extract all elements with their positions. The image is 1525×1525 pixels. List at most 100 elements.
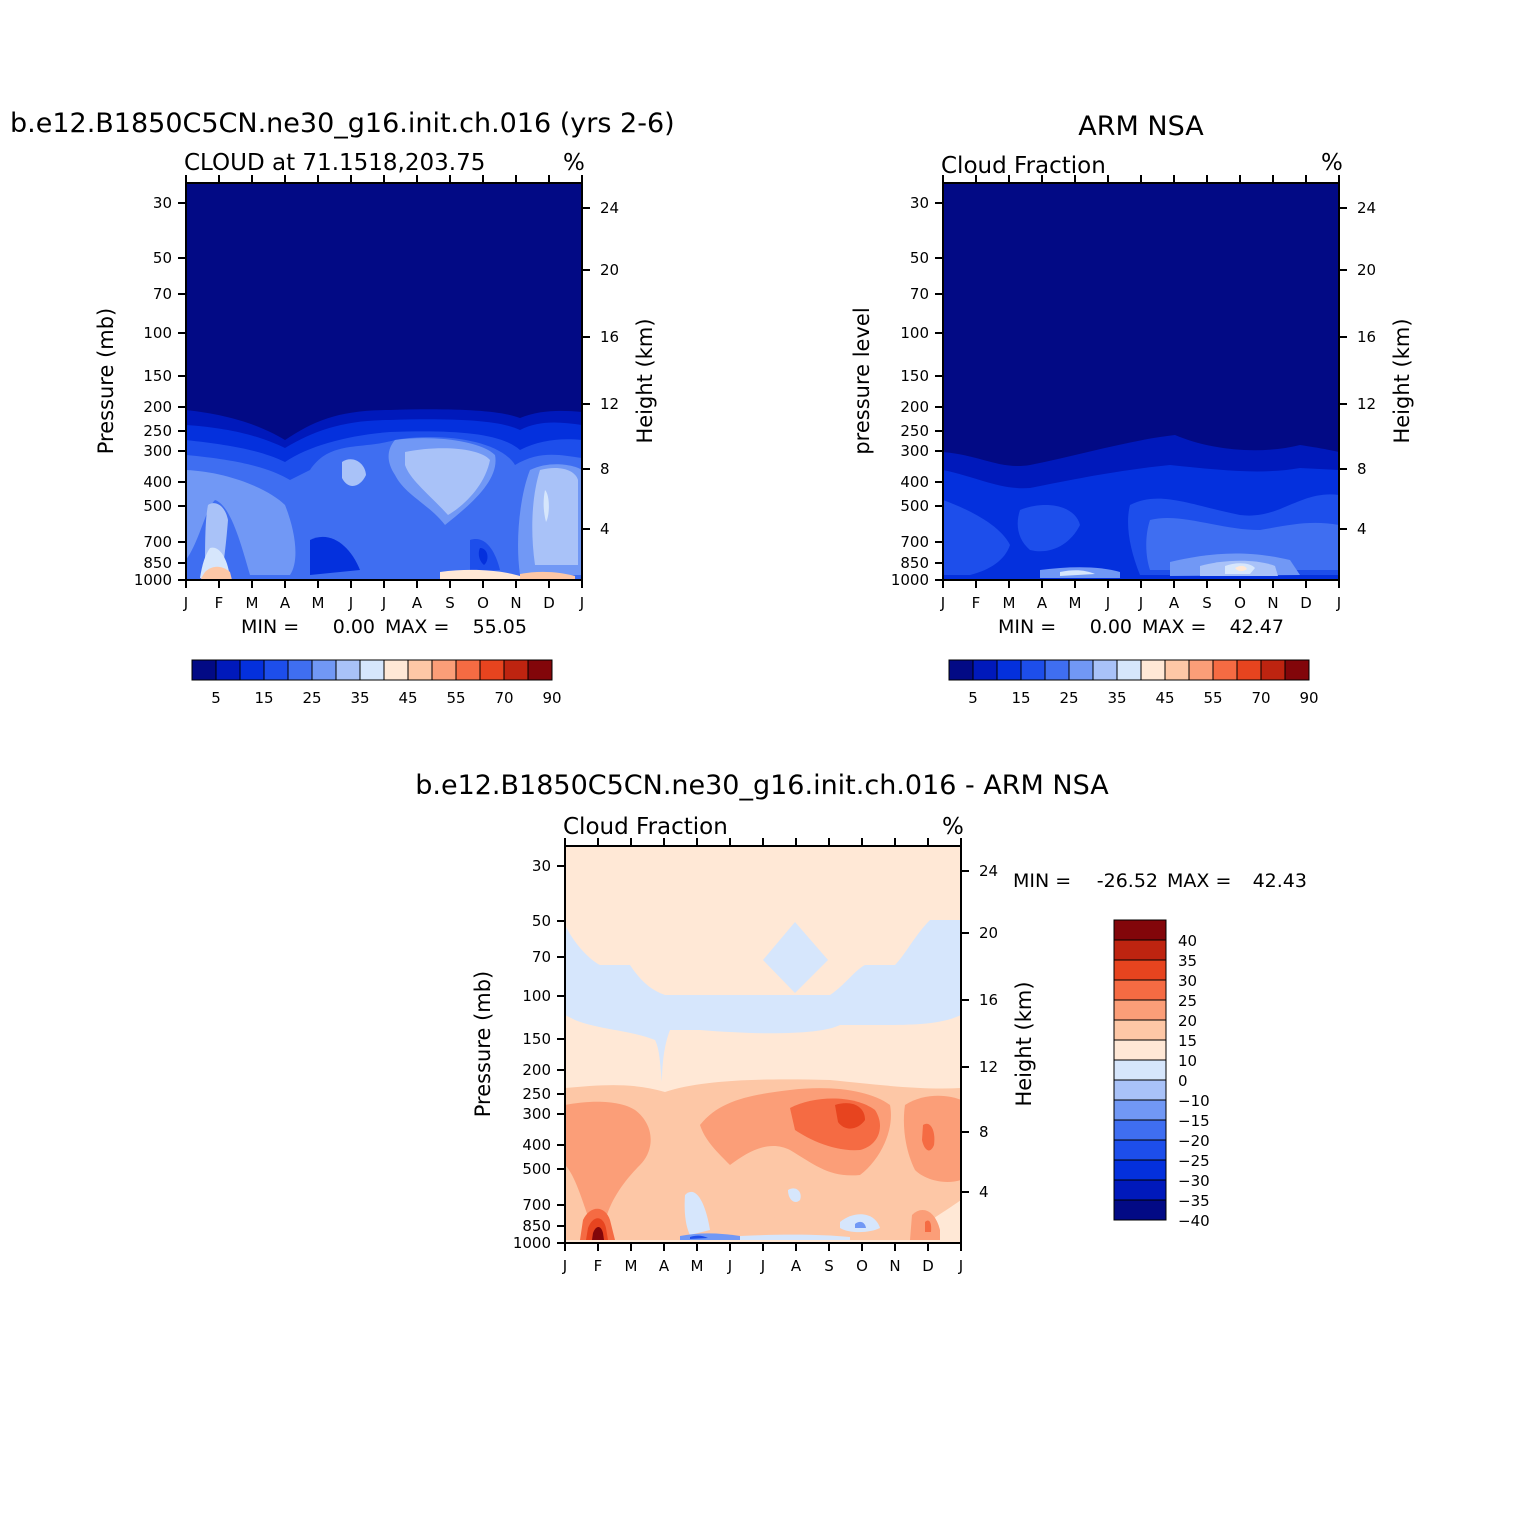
y-tick-label-pressure: 30 xyxy=(153,194,172,212)
y-tick-label-height: 16 xyxy=(600,328,619,346)
colorbar-label: 10 xyxy=(1178,1052,1197,1070)
x-tick-label: J xyxy=(183,594,188,612)
x-tick-label: M xyxy=(1003,594,1016,612)
panel1-title: b.e12.B1850C5CN.ne30_g16.init.ch.016 (yr… xyxy=(10,108,675,139)
y-tick-label-pressure: 850 xyxy=(143,554,172,572)
panel1-subtitle: CLOUD at 71.1518,203.75 xyxy=(184,150,485,176)
y-tick-label-height: 24 xyxy=(979,862,998,880)
colorbar-label: 15 xyxy=(254,689,273,707)
panel1-ylabel: Pressure (mb) xyxy=(94,308,118,455)
colorbar-swatch xyxy=(1113,1059,1167,1081)
panel2-ylabel: pressure level xyxy=(850,307,874,454)
colorbar-label: 35 xyxy=(1178,952,1197,970)
x-tick-label: J xyxy=(348,594,353,612)
y-tick-label-height: 20 xyxy=(979,924,998,942)
panel1-level-30-east xyxy=(532,468,578,565)
panel3-level-25-center xyxy=(835,1103,865,1129)
colorbar-swatch xyxy=(1113,979,1167,1001)
colorbar-label: −25 xyxy=(1178,1152,1210,1170)
panel3-min-value: -26.52 xyxy=(1097,870,1158,892)
panel3-level-neg20-low xyxy=(855,1221,866,1228)
y-tick-label-pressure: 200 xyxy=(900,398,929,416)
panel2-colorbar: 5 15 25 35 45 55 70 90 xyxy=(948,659,1319,707)
colorbar-label: 20 xyxy=(1178,1012,1197,1030)
y-tick-label-pressure: 200 xyxy=(143,398,172,416)
y-tick-label-pressure: 70 xyxy=(153,285,172,303)
colorbar-swatch xyxy=(455,659,481,681)
x-tick-label: A xyxy=(280,594,291,612)
x-tick-label: J xyxy=(1105,594,1110,612)
colorbar-label: 70 xyxy=(494,689,513,707)
y-tick-label-pressure: 30 xyxy=(910,194,929,212)
panel1-ylabel-right: Height (km) xyxy=(633,318,657,443)
x-tick-label: A xyxy=(1169,594,1180,612)
colorbar-swatch xyxy=(1113,1039,1167,1061)
x-tick-label: N xyxy=(1267,594,1278,612)
colorbar-swatch xyxy=(996,659,1022,681)
y-tick-label-height: 4 xyxy=(1357,520,1367,538)
colorbar-label: 40 xyxy=(1178,932,1197,950)
colorbar-label: 55 xyxy=(1203,689,1222,707)
panel1-level-40 xyxy=(440,569,520,580)
y-tick-label-height: 12 xyxy=(600,395,619,413)
colorbar-swatch xyxy=(1113,1139,1167,1161)
colorbar-swatch xyxy=(1044,659,1070,681)
x-tick-label: O xyxy=(1234,594,1246,612)
colorbar-swatch xyxy=(1113,1159,1167,1181)
colorbar-swatch xyxy=(1113,1099,1167,1121)
panel1-level-45-east xyxy=(520,571,575,580)
y-tick-label-pressure: 100 xyxy=(522,987,551,1005)
colorbar-swatch xyxy=(1140,659,1166,681)
panel3-units: % xyxy=(942,814,964,840)
panel3-ylabel: Pressure (mb) xyxy=(471,971,495,1118)
x-tick-label: J xyxy=(1336,594,1341,612)
y-tick-label-height: 24 xyxy=(600,199,619,217)
x-tick-label: A xyxy=(1037,594,1048,612)
panel2-level-40 xyxy=(1235,565,1247,572)
x-tick-label: D xyxy=(922,1257,934,1275)
panel3-level-neg10-bottom xyxy=(740,1234,850,1240)
x-tick-label: A xyxy=(659,1257,670,1275)
colorbar-swatch xyxy=(191,659,217,681)
x-tick-label: J xyxy=(1138,594,1143,612)
colorbar-swatch xyxy=(972,659,998,681)
panel3-level-neg10-diamond xyxy=(763,922,828,993)
y-tick-label-pressure: 500 xyxy=(900,497,929,515)
x-tick-label: J xyxy=(579,594,584,612)
panel3-colorbar: 40 35 30 25 20 15 10 0 −10 −15 −20 −25 −30 −35 −40 xyxy=(1113,919,1210,1230)
colorbar-label: 90 xyxy=(1299,689,1318,707)
colorbar-label: 55 xyxy=(446,689,465,707)
colorbar-label: −15 xyxy=(1178,1112,1210,1130)
x-tick-label: O xyxy=(856,1257,868,1275)
y-tick-label-pressure: 70 xyxy=(910,285,929,303)
panel1-level-45-west xyxy=(200,566,232,580)
colorbar-swatch xyxy=(1020,659,1046,681)
x-tick-label: N xyxy=(889,1257,900,1275)
colorbar-swatch xyxy=(359,659,385,681)
colorbar-label: 5 xyxy=(211,689,221,707)
x-tick-label: M xyxy=(691,1257,704,1275)
y-tick-label-height: 8 xyxy=(600,460,610,478)
colorbar-swatch xyxy=(948,659,974,681)
y-tick-label-pressure: 400 xyxy=(900,473,929,491)
y-tick-label-height: 16 xyxy=(979,991,998,1009)
panel2-low-light-b xyxy=(1060,570,1095,576)
colorbar-label: 30 xyxy=(1178,972,1197,990)
y-tick-label-pressure: 1000 xyxy=(513,1234,551,1252)
y-tick-label-pressure: 150 xyxy=(143,367,172,385)
y-tick-label-pressure: 400 xyxy=(522,1136,551,1154)
panel1-level-30-small xyxy=(342,459,366,486)
panel3-level-10-small-b xyxy=(655,1221,662,1228)
y-tick-label-height: 12 xyxy=(979,1058,998,1076)
panel3-subtitle: Cloud Fraction xyxy=(563,814,728,840)
y-tick-label-pressure: 700 xyxy=(143,533,172,551)
colorbar-label: 25 xyxy=(1059,689,1078,707)
colorbar-swatch xyxy=(383,659,409,681)
y-tick-label-pressure: 30 xyxy=(532,857,551,875)
colorbar-label: 45 xyxy=(1155,689,1174,707)
panel2-max-value: 42.47 xyxy=(1230,616,1284,638)
panel3-level-20-se xyxy=(925,1220,932,1232)
y-tick-label-pressure: 850 xyxy=(900,554,929,572)
colorbar-swatch xyxy=(1260,659,1286,681)
panel2-level-15-b xyxy=(1017,505,1080,552)
